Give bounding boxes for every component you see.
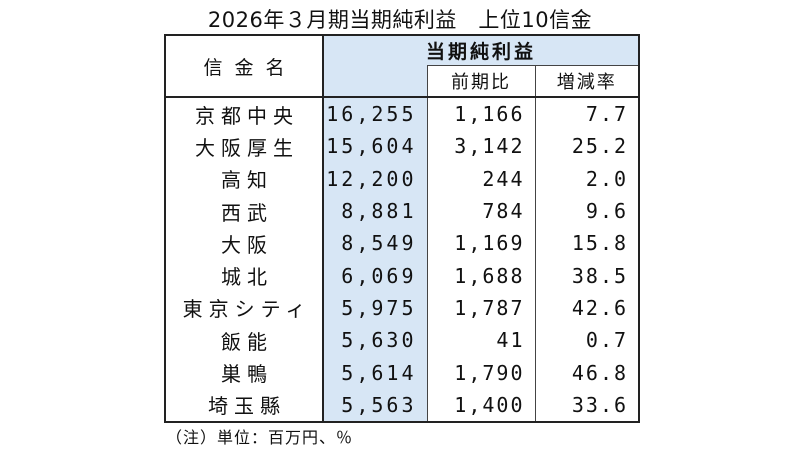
table-row: 東京シティ 5,975 1,787 42.6 [164,291,641,325]
table-row: 京都中央 16,255 1,166 7.7 [164,97,641,131]
table-row: 埼玉縣 5,563 1,400 33.6 [164,388,641,423]
change-rate-cell: 15.8 [534,227,641,260]
header-net-profit: 当期純利益 [323,34,641,66]
vs-previous-cell: 1,400 [426,388,535,423]
shinkin-name-cell: 大阪 [164,227,324,260]
table-row: 巣鴨 5,614 1,790 46.8 [164,356,641,389]
ranking-table: 信金名 当期純利益 前期比 増減率 京都中央 16,255 1,166 7.7 大阪厚生… [164,34,641,423]
shinkin-name-cell: 西武 [164,194,324,228]
shinkin-name-cell: 城北 [164,259,324,292]
shinkin-name-cell: 巣鴨 [164,356,324,389]
table-row: 城北 6,069 1,688 38.5 [164,259,641,292]
change-rate-cell: 2.0 [534,162,641,195]
change-rate-cell: 9.6 [534,194,641,228]
header-vs-previous: 前期比 [427,65,536,98]
change-rate-cell: 0.7 [534,324,641,357]
vs-previous-cell: 1,688 [426,259,535,292]
unit-note: （注）単位：百万円、％ [166,428,354,447]
vs-previous-cell: 1,787 [426,291,535,325]
net-profit-cell: 5,614 [323,356,427,389]
shinkin-name-cell: 高知 [164,162,324,195]
net-profit-cell: 8,549 [323,227,427,260]
vs-previous-cell: 244 [426,162,535,195]
change-rate-cell: 46.8 [534,356,641,389]
shinkin-name-cell: 大阪厚生 [164,130,324,163]
change-rate-cell: 38.5 [534,259,641,292]
vs-previous-cell: 1,790 [426,356,535,389]
vs-previous-cell: 41 [426,324,535,357]
table-row: 大阪厚生 15,604 3,142 25.2 [164,130,641,163]
table-row: 高知 12,200 244 2.0 [164,162,641,195]
shinkin-name-cell: 飯能 [164,324,324,357]
change-rate-cell: 42.6 [534,291,641,325]
net-profit-cell: 8,881 [323,194,427,228]
vs-previous-cell: 1,166 [426,97,535,131]
table-row: 西武 8,881 784 9.6 [164,194,641,228]
net-profit-cell: 5,563 [323,388,427,423]
table-title: 2026年３月期当期純利益 上位10信金 [207,8,593,32]
table-row: 飯能 5,630 41 0.7 [164,324,641,357]
net-profit-cell: 5,630 [323,324,427,357]
table-row: 大阪 8,549 1,169 15.8 [164,227,641,260]
net-profit-cell: 12,200 [323,162,427,195]
change-rate-cell: 7.7 [534,97,641,131]
header-profit-blank [323,65,428,98]
change-rate-cell: 33.6 [534,388,641,423]
net-profit-cell: 5,975 [323,291,427,325]
net-profit-cell: 16,255 [323,97,427,131]
shinkin-name-cell: 京都中央 [164,97,324,131]
shinkin-name-cell: 東京シティ [164,291,324,325]
net-profit-cell: 6,069 [323,259,427,292]
vs-previous-cell: 1,169 [426,227,535,260]
vs-previous-cell: 3,142 [426,130,535,163]
change-rate-cell: 25.2 [534,130,641,163]
net-profit-cell: 15,604 [323,130,427,163]
shinkin-name-cell: 埼玉縣 [164,388,324,423]
header-change-rate: 増減率 [535,65,641,98]
header-shinkin-name: 信金名 [164,34,324,98]
vs-previous-cell: 784 [426,194,535,228]
